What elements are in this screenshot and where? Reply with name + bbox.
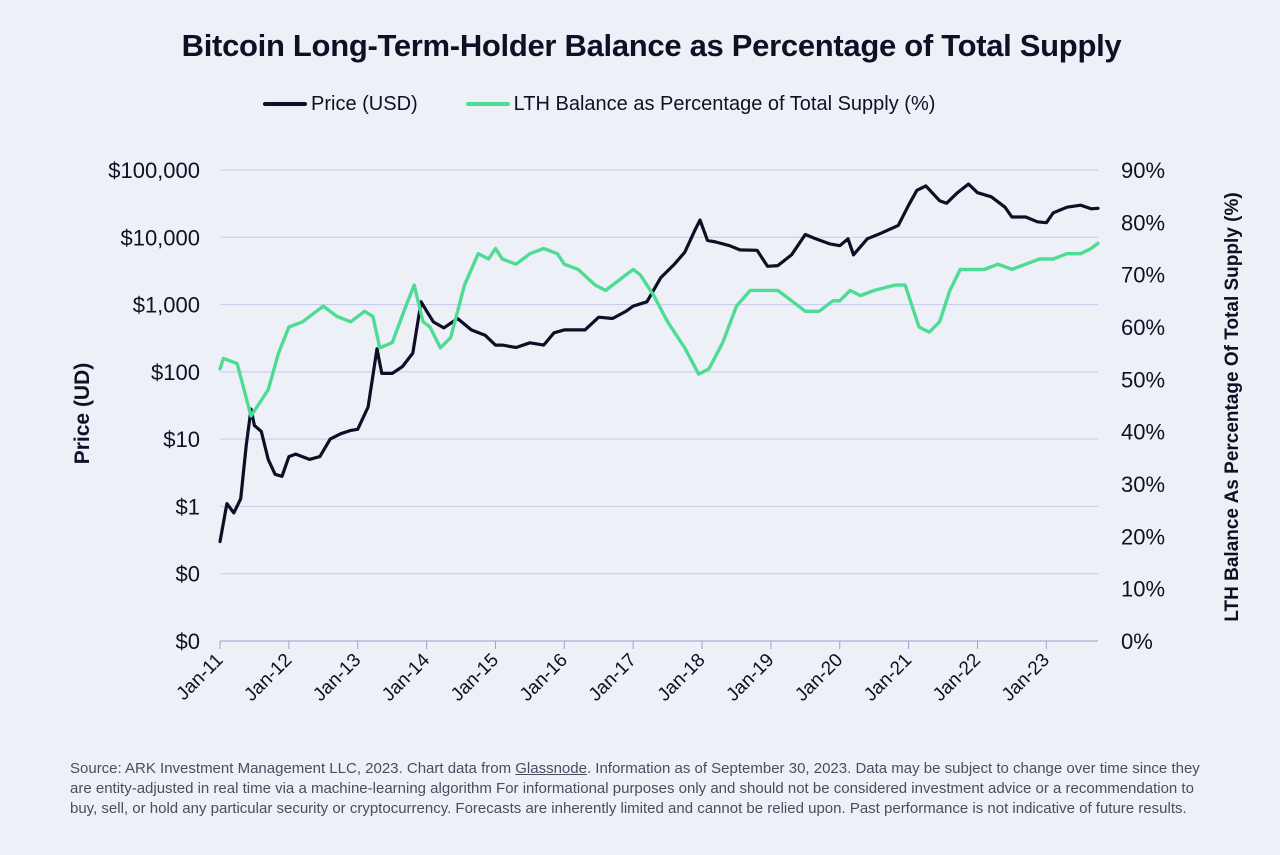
x-tick-label: Jan-12 <box>240 650 296 706</box>
source-note: Source: ARK Investment Management LLC, 2… <box>70 759 1220 819</box>
legend-swatch-price <box>263 102 307 106</box>
x-tick-label: Jan-23 <box>998 650 1054 706</box>
y-left-tick-label: $100,000 <box>108 158 200 183</box>
y-right-tick-label: 20% <box>1121 524 1165 549</box>
chart-title: Bitcoin Long-Term-Holder Balance as Perc… <box>181 28 1122 63</box>
x-tick-label: Jan-20 <box>791 650 847 706</box>
legend-item-price: Price (USD) <box>263 93 418 116</box>
source-note-suffix: . Information as of September 30, 2023. … <box>70 760 1200 817</box>
y-left-tick-label: $1 <box>176 494 200 519</box>
y-left-tick-label: $10 <box>163 427 200 452</box>
y-right-tick-label: 60% <box>1121 315 1165 340</box>
legend-swatch-lth <box>465 102 510 106</box>
y-right-tick-label: 70% <box>1121 263 1165 288</box>
x-tick-label: Jan-15 <box>447 650 503 706</box>
legend-item-lth: LTH Balance as Percentage of Total Suppl… <box>465 92 936 116</box>
x-tick-label: Jan-16 <box>516 650 572 706</box>
chart-plot: $100,000 $10,000 $1,000 $100 $10 $1 $0 $0 90% 80%… <box>71 158 1243 706</box>
x-tick-label: Jan-18 <box>654 650 710 706</box>
y-right-tick-label: 10% <box>1121 577 1165 602</box>
source-note-prefix: Source: ARK Investment Management LLC, 2… <box>70 760 516 777</box>
y-right-tick-label: 30% <box>1121 472 1165 497</box>
y-right-axis-title: LTH Balance As Percentage Of Total Suppl… <box>1222 192 1243 621</box>
x-tick-label: Jan-17 <box>585 650 641 706</box>
x-tick-label: Jan-13 <box>309 650 365 706</box>
y-right-tick-label: 0% <box>1121 629 1153 654</box>
y-right-tick-label: 40% <box>1121 420 1165 445</box>
legend: Price (USD) LTH Balance as Percentage of… <box>263 90 983 118</box>
y-left-tick-label: $100 <box>151 360 200 385</box>
x-tick-label: Jan-21 <box>860 650 916 706</box>
y-left-tick-label: $10,000 <box>120 225 200 250</box>
y-left-tick-label: $0 <box>176 629 200 654</box>
x-tick-label: Jan-14 <box>378 649 434 705</box>
lth-series-line <box>218 241 1100 418</box>
y-left-axis-title: Price (UD) <box>71 363 94 465</box>
y-right-tick-label: 90% <box>1121 158 1165 183</box>
y-left-tick-label: $1,000 <box>133 293 200 318</box>
glassnode-link[interactable]: Glassnode <box>515 760 587 777</box>
y-right-tick-label: 50% <box>1121 367 1165 392</box>
legend-label-lth: LTH Balance as Percentage of Total Suppl… <box>513 92 936 115</box>
y-right-tick-label: 80% <box>1121 210 1165 235</box>
y-left-tick-label: $0 <box>176 562 200 587</box>
x-tick-label: Jan-19 <box>722 650 778 706</box>
x-tick-label: Jan-11 <box>173 650 228 705</box>
price-series-line <box>218 182 1100 544</box>
x-tick-label: Jan-22 <box>929 650 985 706</box>
legend-label-price: Price (USD) <box>311 92 418 115</box>
